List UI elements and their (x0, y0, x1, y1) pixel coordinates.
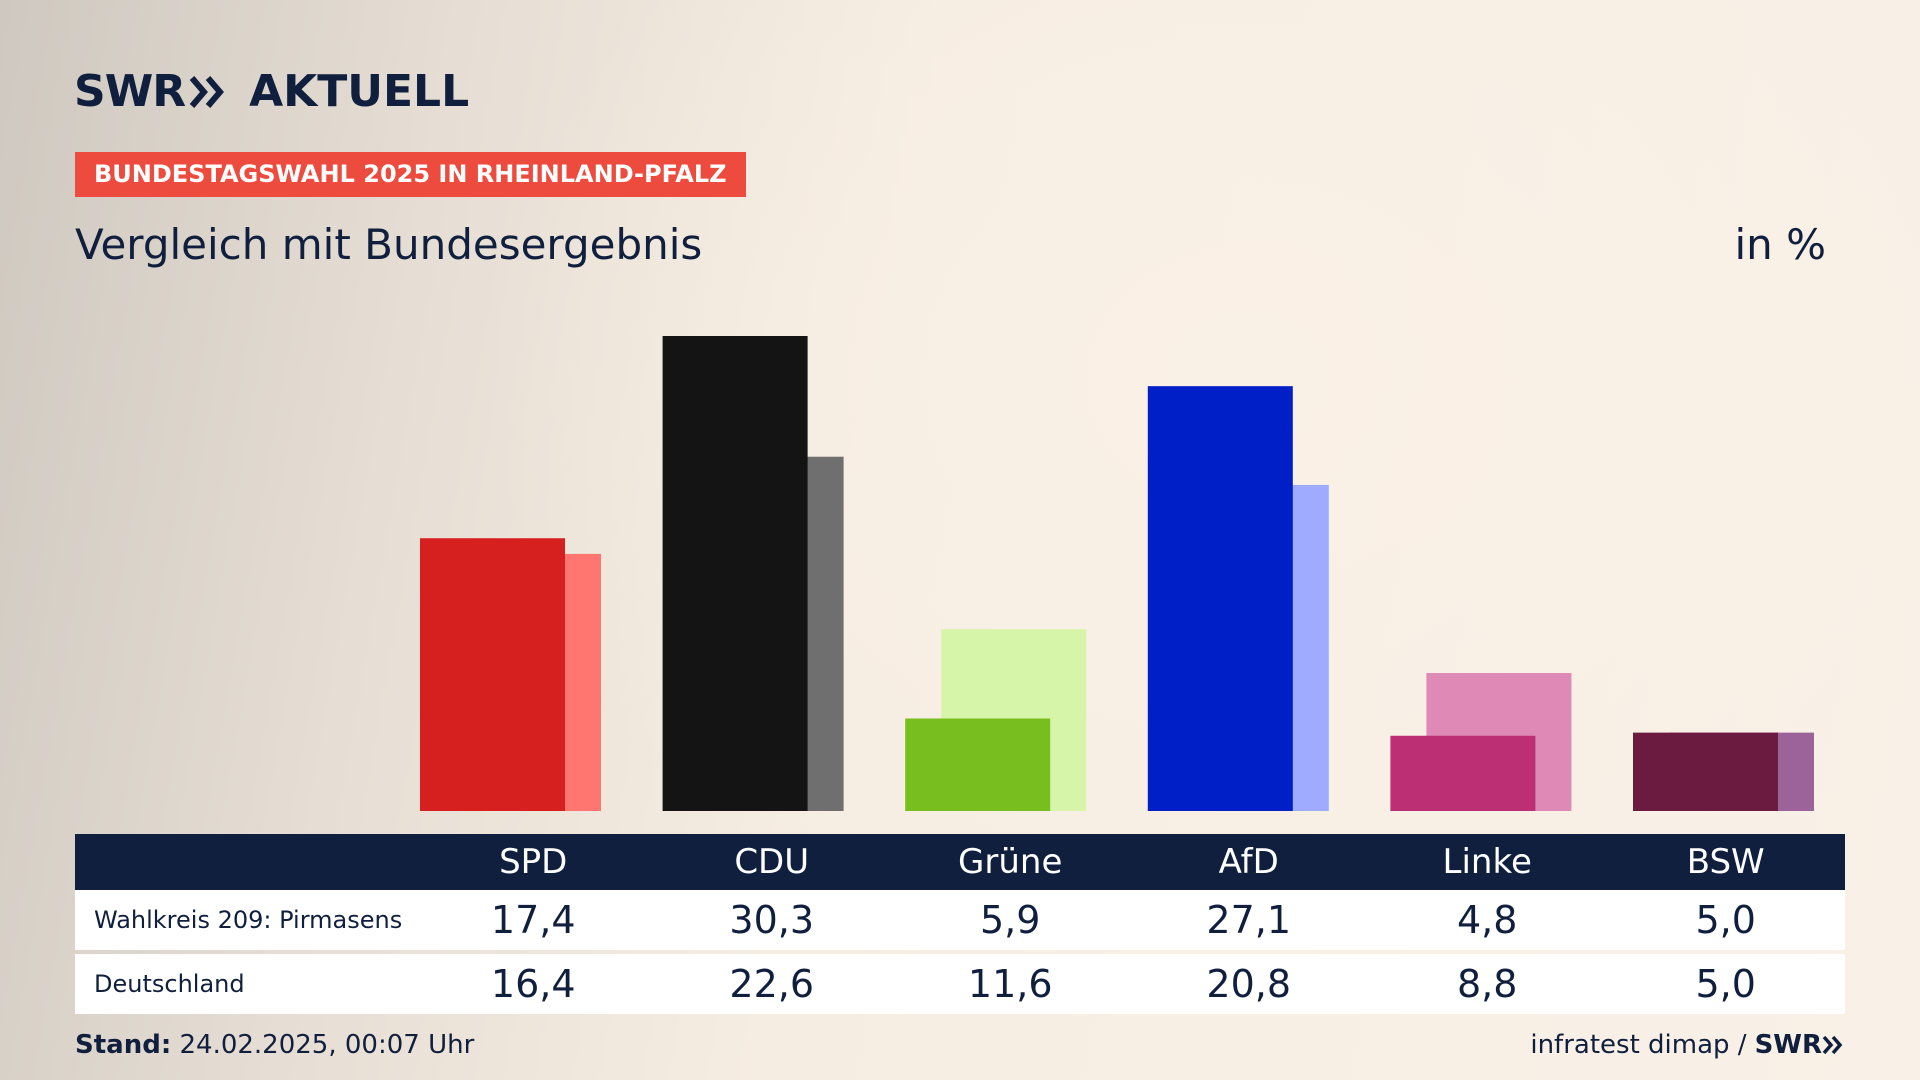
header-spd: SPD (499, 842, 568, 882)
double-chevron-right-icon (1822, 1035, 1843, 1055)
stand-value: 24.02.2025, 00:07 Uhr (179, 1030, 475, 1060)
brand-name: AKTUELL (249, 66, 470, 117)
value-cell: 17,4 (490, 898, 576, 942)
swr-mini-logo: SWR (1755, 1030, 1844, 1060)
value-cell: 5,9 (980, 898, 1041, 942)
header-bsw: BSW (1686, 842, 1765, 882)
value-cell: 27,1 (1206, 898, 1292, 942)
timestamp: Stand: 24.02.2025, 00:07 Uhr (75, 1030, 474, 1060)
header-afd: AfD (1218, 842, 1279, 882)
header-linke: Linke (1442, 842, 1532, 882)
value-cell: 11,6 (967, 962, 1053, 1006)
value-cell: 4,8 (1457, 898, 1518, 942)
value-cell: 30,3 (729, 898, 815, 942)
results-table: SPD CDU Grüne AfD Linke BSW Wahlkreis 20… (75, 834, 1845, 1014)
table-row-wahlkreis: Wahlkreis 209: Pirmasens 17,4 30,3 5,9 2… (75, 890, 1845, 950)
stand-label: Stand: (75, 1030, 172, 1060)
value-cell: 22,6 (729, 962, 815, 1006)
unit-label: in % (1734, 220, 1826, 269)
double-chevron-right-icon (189, 75, 225, 108)
value-cell: 5,0 (1695, 962, 1756, 1006)
source-text: infratest dimap / (1530, 1030, 1747, 1060)
row-label: Deutschland (94, 970, 245, 998)
source-credit: infratest dimap / SWR (1530, 1030, 1844, 1060)
row-label: Wahlkreis 209: Pirmasens (94, 906, 403, 934)
value-cell: 20,8 (1206, 962, 1292, 1006)
bar-wahlkreis-bsw (1633, 732, 1778, 811)
swr-brand: SWR (74, 66, 227, 117)
bar-chart (420, 336, 1814, 811)
bar-wahlkreis-spd (420, 538, 565, 811)
table-row-deutschland: Deutschland 16,4 22,6 11,6 20,8 8,8 5,0 (75, 954, 1845, 1014)
header-gruene: Grüne (958, 842, 1063, 882)
value-cell: 8,8 (1457, 962, 1518, 1006)
swr-mini-text: SWR (1754, 1030, 1822, 1060)
value-cell: 16,4 (490, 962, 576, 1006)
election-tag: BUNDESTAGSWAHL 2025 IN RHEINLAND-PFALZ (75, 152, 746, 197)
swr-aktuell-logo: SWR AKTUELL (74, 66, 469, 117)
chart-subtitle: Vergleich mit Bundesergebnis (75, 220, 703, 269)
table-header-empty (75, 834, 414, 890)
bar-wahlkreis-grne (905, 718, 1051, 811)
value-cell: 5,0 (1695, 898, 1756, 942)
table-header-row: SPD CDU Grüne AfD Linke BSW (75, 834, 1845, 890)
bar-wahlkreis-cdu (662, 336, 808, 811)
header-cdu: CDU (734, 842, 810, 882)
swr-brand-text: SWR (74, 66, 186, 117)
bar-wahlkreis-linke (1390, 735, 1536, 811)
bar-wahlkreis-afd (1147, 386, 1293, 811)
